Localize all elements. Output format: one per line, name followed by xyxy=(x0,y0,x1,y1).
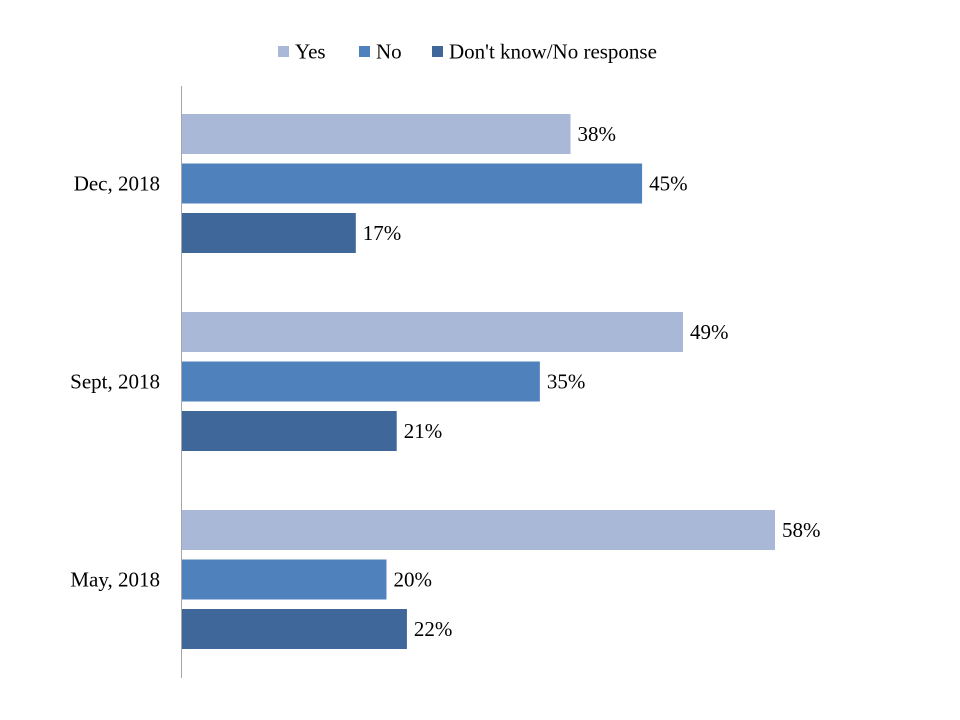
legend-label: Don't know/No response xyxy=(449,40,657,64)
legend: Yes No Don't know/No response xyxy=(278,40,657,64)
bar xyxy=(182,361,540,402)
data-label: 58% xyxy=(782,518,821,542)
data-label: 38% xyxy=(578,122,617,146)
bar xyxy=(182,559,387,600)
category-label: May, 2018 xyxy=(70,568,160,592)
legend-swatch xyxy=(278,46,289,57)
bar xyxy=(182,163,643,204)
data-label: 22% xyxy=(414,617,453,641)
plot-area: 38% 45% 17% Dec, 2018 49% 35% 21% Sept, 2018 58%… xyxy=(70,114,821,649)
legend-swatch xyxy=(359,46,370,57)
bar xyxy=(182,312,683,352)
legend-label: No xyxy=(376,40,402,64)
bar-group: 49% 35% 21% Sept, 2018 xyxy=(70,312,728,451)
bar xyxy=(182,114,571,154)
bar xyxy=(182,213,356,253)
category-label: Dec, 2018 xyxy=(74,172,160,196)
bar xyxy=(182,411,397,451)
data-label: 49% xyxy=(690,320,729,344)
legend-label: Yes xyxy=(295,40,326,64)
bar xyxy=(182,510,775,550)
data-label: 17% xyxy=(363,221,402,245)
data-label: 21% xyxy=(404,419,443,443)
legend-swatch xyxy=(432,46,443,57)
bar-group: 58% 20% 22% May, 2018 xyxy=(70,510,821,649)
data-label: 45% xyxy=(649,172,688,196)
bar xyxy=(182,609,407,649)
bar-group: 38% 45% 17% Dec, 2018 xyxy=(74,114,688,253)
data-label: 20% xyxy=(393,568,432,592)
data-label: 35% xyxy=(547,370,586,394)
category-label: Sept, 2018 xyxy=(70,370,160,394)
